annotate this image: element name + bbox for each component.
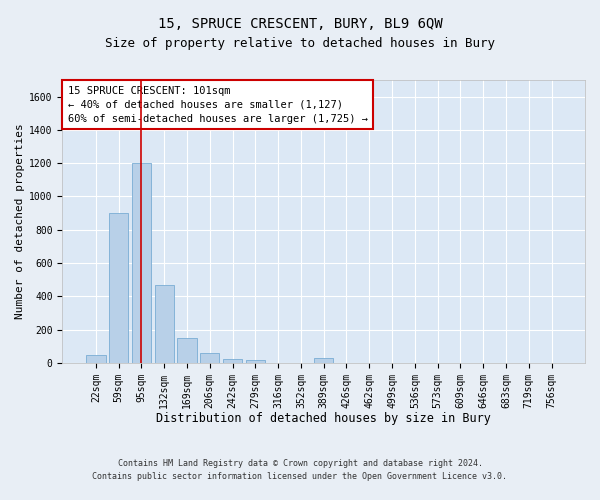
Bar (223, 358, 242, 363)
Text: 15, SPRUCE CRESCENT, BURY, BL9 6QW: 15, SPRUCE CRESCENT, BURY, BL9 6QW (158, 18, 442, 32)
Bar (177, 338, 197, 363)
Bar (155, 284, 174, 363)
Text: Size of property relative to detached houses in Bury: Size of property relative to detached ho… (105, 38, 495, 51)
Bar (314, 358, 334, 363)
Text: Contains HM Land Registry data © Crown copyright and database right 2024.: Contains HM Land Registry data © Crown c… (118, 458, 482, 468)
Bar (200, 353, 220, 363)
Bar (245, 360, 265, 363)
Bar (109, 213, 128, 363)
Text: Contains public sector information licensed under the Open Government Licence v3: Contains public sector information licen… (92, 472, 508, 481)
Y-axis label: Number of detached properties: Number of detached properties (15, 124, 25, 320)
Bar (86, 354, 106, 363)
Bar (132, 163, 151, 363)
Text: 15 SPRUCE CRESCENT: 101sqm
← 40% of detached houses are smaller (1,127)
60% of s: 15 SPRUCE CRESCENT: 101sqm ← 40% of deta… (68, 86, 368, 124)
X-axis label: Distribution of detached houses by size in Bury: Distribution of detached houses by size … (156, 412, 491, 425)
